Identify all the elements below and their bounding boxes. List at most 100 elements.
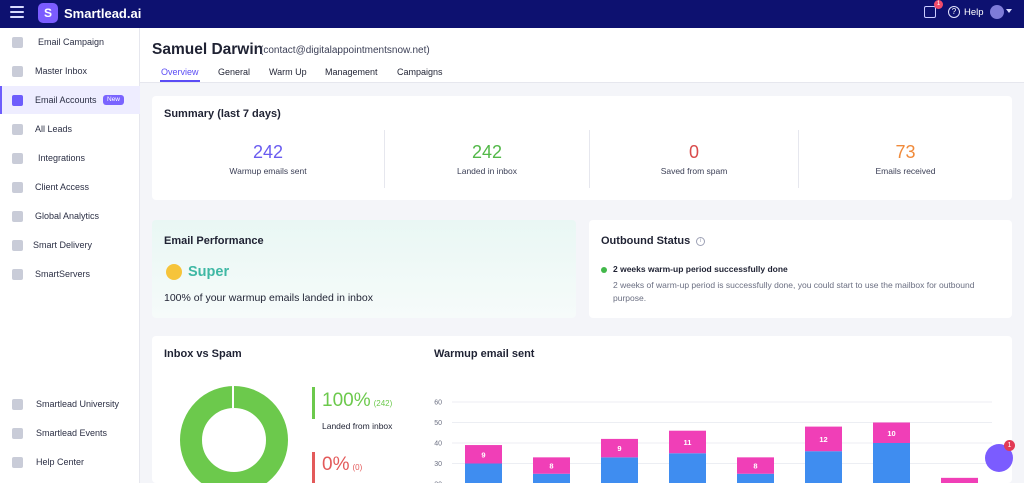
- bar-data-label: 9: [481, 450, 485, 459]
- hamburger-menu-icon[interactable]: [10, 6, 24, 20]
- inbox-percent: 100% (242): [322, 390, 393, 411]
- performance-description: 100% of your warmup emails landed in inb…: [164, 292, 373, 304]
- performance-title: Email Performance: [164, 235, 264, 247]
- y-tick-label: 40: [434, 441, 442, 448]
- tab-campaigns[interactable]: Campaigns: [397, 67, 443, 77]
- bar-inbox[interactable]: [873, 443, 910, 483]
- sidebar-item-smartservers[interactable]: SmartServers: [0, 260, 140, 288]
- sidebar-item-label: Master Inbox: [35, 66, 88, 76]
- outbound-description: 2 weeks of warm-up period is successfull…: [613, 280, 975, 303]
- top-bar: S Smartlead.ai 1 ? Help: [0, 0, 1024, 28]
- tab-overview[interactable]: Overview: [161, 67, 199, 77]
- bar-segment[interactable]: [805, 426, 842, 452]
- outbound-title: Outbound Status: [601, 235, 691, 247]
- events-icon: [12, 427, 23, 439]
- spam-count: (0): [352, 463, 363, 472]
- sidebar-item-label: Smart Delivery: [33, 240, 93, 250]
- bar-inbox[interactable]: [805, 451, 842, 483]
- status-dot: [601, 267, 607, 273]
- bar-inbox[interactable]: [601, 457, 638, 483]
- stat-emails-received: 73 Emails received: [799, 126, 1012, 190]
- tab-management[interactable]: Management: [325, 67, 378, 77]
- bar-segment[interactable]: [465, 445, 502, 464]
- stat-value: 242: [252, 142, 284, 162]
- performance-rating: Super: [188, 264, 230, 280]
- bar-inbox[interactable]: [669, 453, 706, 483]
- leads-icon: [12, 123, 23, 135]
- divider: [798, 130, 799, 188]
- summary-title: Summary (last 7 days): [164, 108, 281, 120]
- divider: [384, 130, 385, 188]
- inbox-label: Landed from inbox: [322, 421, 393, 431]
- y-tick-label: 20: [434, 482, 442, 483]
- puzzle-icon: [12, 152, 23, 164]
- smile-emoji-icon: [166, 264, 182, 280]
- warmup-bar-chart: 60 50 40 30 20 9 8 9 11 8 12 10: [434, 400, 992, 483]
- outbound-status: 2 weeks warm-up period successfully done: [613, 264, 788, 274]
- stat-landed-inbox: 242 Landed in inbox: [385, 126, 589, 190]
- app-logo[interactable]: S Smartlead.ai: [38, 3, 141, 23]
- sidebar-item-help-center[interactable]: Help Center: [0, 448, 140, 476]
- app-name: Smartlead.ai: [64, 5, 142, 21]
- account-name: Samuel Darwin: [152, 41, 264, 58]
- gift-icon[interactable]: [924, 6, 936, 18]
- university-icon: [12, 398, 23, 410]
- stat-label: Saved from spam: [660, 166, 728, 176]
- chevron-down-icon[interactable]: [1006, 9, 1012, 13]
- bar-segment[interactable]: [669, 430, 706, 454]
- account-email: (contact@digitalappointmentsnow.net): [260, 45, 430, 56]
- active-tab-indicator: [160, 80, 200, 82]
- bar-data-label: 9: [617, 444, 621, 453]
- sidebar-item-smartlead-university[interactable]: Smartlead University: [0, 390, 140, 418]
- info-icon[interactable]: i: [696, 237, 705, 246]
- sidebar-item-smartlead-events[interactable]: Smartlead Events: [0, 419, 140, 447]
- sidebar-item-label: Email Campaign: [38, 37, 105, 47]
- inbox-spam-chart-card: Inbox vs Spam 100% (242) Landed from inbo…: [152, 336, 1012, 483]
- bar-segment[interactable]: [873, 422, 910, 444]
- sidebar-item-label: Help Center: [36, 457, 85, 467]
- bar-inbox[interactable]: [465, 463, 502, 483]
- tab-warm-up[interactable]: Warm Up: [269, 67, 307, 77]
- help-button[interactable]: ? Help: [948, 6, 984, 18]
- stat-label: Warmup emails sent: [229, 166, 307, 176]
- inbox-spam-donut: [180, 386, 288, 483]
- bar-segment[interactable]: [941, 477, 978, 483]
- donut-gap: [232, 386, 234, 408]
- chat-badge: 1: [1004, 440, 1015, 451]
- email-performance-card: Email Performance Super 100% of your war…: [152, 220, 576, 318]
- spam-percent: 0% (0): [322, 454, 363, 475]
- y-tick-label: 60: [434, 400, 442, 407]
- avatar[interactable]: [990, 5, 1004, 19]
- inbox-count: (242): [373, 399, 393, 408]
- stat-value: 0: [688, 142, 699, 162]
- sidebar-item-smart-delivery[interactable]: Smart Delivery: [0, 231, 140, 259]
- mail-icon: [12, 94, 23, 106]
- sidebar-item-master-inbox[interactable]: Master Inbox: [0, 57, 140, 85]
- bar-segment[interactable]: [533, 457, 570, 474]
- warmup-chart-title: Warmup email sent: [434, 348, 535, 360]
- inbox-vs-spam-title: Inbox vs Spam: [164, 348, 242, 360]
- account-header: Samuel Darwin (contact@digitalappointmen…: [140, 28, 1024, 83]
- help-center-icon: [12, 456, 23, 468]
- bar-data-label: 8: [753, 462, 757, 471]
- sidebar-item-label: All Leads: [35, 124, 73, 134]
- sidebar-item-all-leads[interactable]: All Leads: [0, 115, 140, 143]
- y-tick-label: 30: [434, 461, 442, 468]
- bar-segment[interactable]: [737, 457, 774, 474]
- sidebar-item-client-access[interactable]: Client Access: [0, 173, 140, 201]
- bar-inbox[interactable]: [533, 473, 570, 483]
- help-label: Help: [964, 6, 984, 18]
- logo-icon: S: [38, 3, 58, 23]
- tab-general[interactable]: General: [218, 67, 251, 77]
- sidebar-item-email-campaign[interactable]: Email Campaign: [0, 28, 140, 56]
- bar-data-label: 11: [684, 438, 692, 447]
- spam-legend-bar: [312, 452, 315, 483]
- server-icon: [12, 268, 23, 280]
- new-badge: New: [103, 95, 125, 105]
- sidebar-item-label: Client Access: [35, 182, 90, 192]
- sidebar-item-email-accounts[interactable]: Email Accounts New: [0, 86, 140, 114]
- sidebar-item-integrations[interactable]: Integrations: [0, 144, 140, 172]
- bar-segment[interactable]: [601, 438, 638, 458]
- sidebar-item-global-analytics[interactable]: Global Analytics: [0, 202, 140, 230]
- bar-inbox[interactable]: [737, 473, 774, 483]
